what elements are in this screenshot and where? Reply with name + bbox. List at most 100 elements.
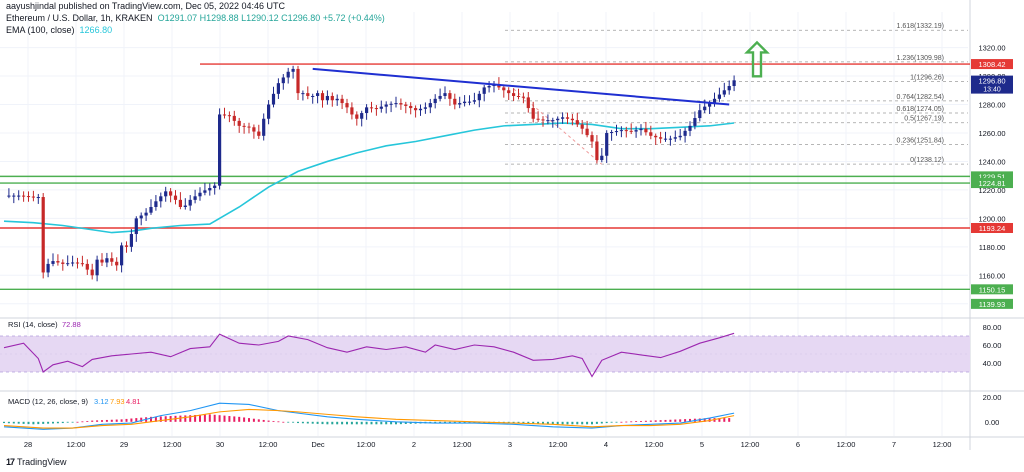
- macd-histogram-bar: [194, 414, 197, 422]
- macd-histogram-bar: [444, 421, 446, 424]
- macd-histogram-bar: [262, 419, 265, 422]
- macd-histogram-bar: [150, 416, 152, 422]
- macd-histogram-bar: [233, 416, 236, 422]
- macd-histogram-bar: [458, 421, 461, 424]
- macd-histogram-bar: [47, 421, 50, 424]
- fib-level-label: 0.764(1282.54): [897, 94, 944, 101]
- symbol-line: Ethereum / U.S. Dollar, 1h, KRAKEN O1291…: [6, 13, 385, 23]
- macd-histogram-bar: [37, 421, 40, 425]
- macd-histogram-bar: [527, 421, 530, 424]
- macd-histogram-bar: [615, 421, 618, 423]
- macd-histogram-bar: [542, 421, 544, 424]
- macd-histogram-bar: [708, 418, 711, 422]
- macd-histogram-bar: [213, 414, 216, 422]
- macd-histogram-bar: [654, 420, 657, 422]
- macd-histogram-bar: [434, 421, 437, 424]
- fib-level-label: 1(1296.26): [910, 74, 944, 81]
- candle-body: [551, 120, 555, 122]
- macd-histogram-bar: [517, 421, 520, 424]
- macd-histogram-bar: [395, 421, 397, 425]
- candle-body: [169, 191, 173, 196]
- time-tick-label: 12:00: [67, 440, 86, 449]
- macd-histogram-bar: [473, 421, 476, 424]
- candle-body: [129, 234, 133, 247]
- macd-histogram-bar: [679, 419, 682, 422]
- time-tick-label: 5: [700, 440, 704, 449]
- candle-body: [267, 104, 271, 119]
- time-tick-label: 6: [796, 440, 800, 449]
- candle-body: [335, 98, 339, 101]
- macd-histogram-bar: [301, 421, 304, 424]
- price-tag-label: 1308.42: [978, 60, 1005, 69]
- candle-body: [227, 115, 231, 117]
- price-tick-label: 1280.00: [978, 101, 1005, 110]
- time-tick-label: 12:00: [453, 440, 472, 449]
- price-tick-label: 1220.00: [978, 186, 1005, 195]
- time-tick-label: 3: [508, 440, 512, 449]
- candle-body: [271, 93, 276, 105]
- candle-body: [610, 132, 614, 134]
- ema-100-line: [3, 122, 735, 234]
- macd-histogram-bar: [228, 416, 231, 422]
- candle-body: [722, 90, 726, 95]
- macd-histogram-bar: [664, 419, 667, 422]
- candle-body: [649, 132, 653, 136]
- candle-body: [203, 190, 207, 193]
- macd-histogram-bar: [140, 417, 143, 422]
- macd-histogram-bar: [306, 421, 309, 424]
- macd-histogram-bar: [532, 421, 535, 424]
- candle-body: [668, 138, 672, 140]
- candle-body: [482, 87, 486, 94]
- macd-histogram-bar: [566, 421, 569, 425]
- candle-body: [678, 135, 682, 138]
- candle-body: [399, 103, 403, 105]
- candle-body: [286, 71, 290, 78]
- candle-body: [12, 195, 16, 197]
- candle-body: [433, 98, 437, 104]
- candle-body: [46, 263, 50, 273]
- candle-body: [717, 94, 721, 99]
- candle-body: [605, 132, 609, 156]
- candle-body: [66, 263, 70, 265]
- candle-body: [463, 101, 467, 104]
- fib-level-label: 0.5(1267.19): [904, 116, 944, 123]
- macd-histogram-bar: [135, 418, 138, 422]
- macd-histogram-bar: [32, 421, 35, 425]
- symbol-title: Ethereum / U.S. Dollar, 1h, KRAKEN: [6, 13, 153, 23]
- candle-body: [703, 106, 707, 111]
- candle-body: [276, 83, 280, 94]
- macd-histogram-bar: [252, 418, 255, 422]
- candle-body: [531, 108, 535, 119]
- macd-histogram-bar: [96, 420, 99, 422]
- macd-histogram-bar: [346, 421, 348, 425]
- tradingview-logo-icon: 17: [6, 457, 15, 467]
- rsi-line: [3, 332, 735, 378]
- time-tick-label: 30: [216, 440, 224, 449]
- macd-histogram-bar: [56, 421, 59, 424]
- candle-body: [252, 127, 256, 132]
- candle-body: [291, 68, 295, 72]
- macd-histogram-bar: [556, 421, 559, 425]
- candle-body: [330, 95, 334, 101]
- macd-histogram-bar: [164, 416, 167, 422]
- published-line: aayushjindal published on TradingView.co…: [6, 1, 286, 11]
- candle-body: [659, 137, 663, 139]
- macd-histogram-bar: [61, 421, 64, 424]
- candle-body: [565, 117, 570, 119]
- candle-body: [502, 87, 506, 91]
- macd-histogram-bar: [76, 421, 79, 423]
- candle-body: [36, 197, 40, 199]
- macd-histogram-bar: [551, 421, 554, 425]
- price-tag-label: 1229.51: [978, 172, 1005, 181]
- candle-body: [629, 130, 633, 132]
- candle-body: [570, 118, 574, 121]
- macd-histogram-bar: [238, 416, 241, 422]
- macd-histogram-bar: [350, 421, 353, 425]
- time-tick-label: 29: [120, 440, 128, 449]
- candle-body: [193, 196, 197, 200]
- macd-histogram-bar: [12, 421, 15, 424]
- price-tag-label: 1224.81: [978, 179, 1005, 188]
- candle-body: [164, 191, 168, 197]
- candle-body: [257, 131, 261, 136]
